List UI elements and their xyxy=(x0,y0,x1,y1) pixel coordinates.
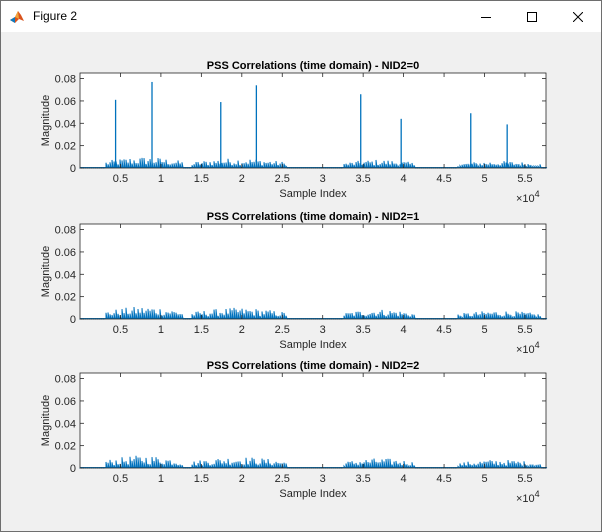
y-tick-label: 0.08 xyxy=(55,225,76,237)
x-tick-label: 5 xyxy=(481,173,487,185)
x-tick-label: 1.5 xyxy=(194,324,209,336)
x-tick-label: 5 xyxy=(481,324,487,336)
y-tick-label: 0.02 xyxy=(55,292,76,304)
subplots: 0.5 1 1.5 2 2.5 3 3.5 4 4.5 5 5.5 0 0.02 0.04 0.06 0.08… xyxy=(40,60,548,505)
x-tick-label: 3 xyxy=(320,324,326,336)
x-axis-label: Sample Index xyxy=(279,488,347,500)
x-tick-label: 4.5 xyxy=(436,473,451,485)
y-tick-label: 0.06 xyxy=(55,396,76,408)
x-tick-label: 2 xyxy=(239,324,245,336)
x-exponent-label: ×104 xyxy=(516,489,540,505)
x-tick-label: 3.5 xyxy=(356,173,371,185)
y-tick-label: 0.02 xyxy=(55,141,76,153)
x-tick-label: 0.5 xyxy=(113,173,128,185)
y-tick-label: 0.08 xyxy=(55,374,76,386)
x-tick-label: 1 xyxy=(158,473,164,485)
x-tick-label: 3 xyxy=(320,473,326,485)
matlab-icon xyxy=(10,11,24,23)
title-bar[interactable]: Figure 2 xyxy=(1,1,601,32)
y-tick-label: 0 xyxy=(70,314,76,326)
x-tick-label: 2.5 xyxy=(275,173,290,185)
x-tick-label: 4 xyxy=(401,173,407,185)
x-tick-label: 1.5 xyxy=(194,173,209,185)
chart-title: PSS Correlations (time domain) - NID2=1 xyxy=(207,211,419,223)
close-icon xyxy=(573,11,583,22)
subplot-3: 0.5 1 1.5 2 2.5 3 3.5 4 4.5 5 5.5 0 0.02 0.04 0.06 0.08… xyxy=(40,360,548,505)
plot-area xyxy=(80,224,546,319)
window-title: Figure 2 xyxy=(33,9,78,23)
y-tick-label: 0.08 xyxy=(55,74,76,86)
x-tick-label: 5.5 xyxy=(517,324,532,336)
x-tick-label: 1 xyxy=(158,173,164,185)
x-tick-label: 3 xyxy=(320,173,326,185)
x-tick-label: 3.5 xyxy=(356,473,371,485)
x-tick-label: 5 xyxy=(481,473,487,485)
y-tick-label: 0.06 xyxy=(55,96,76,108)
figure-canvas: 0.5 1 1.5 2 2.5 3 3.5 4 4.5 5 5.5 0 0.02 0.04 0.06 0.08… xyxy=(1,32,601,531)
axes-box xyxy=(79,223,547,320)
y-tick-label: 0.04 xyxy=(55,418,76,430)
y-tick-label: 0 xyxy=(70,463,76,475)
x-axis-label: Sample Index xyxy=(279,339,347,351)
x-tick-label: 5.5 xyxy=(517,173,532,185)
minimize-button[interactable] xyxy=(463,1,509,32)
x-exponent-power: 4 xyxy=(535,340,540,350)
y-tick-label: 0 xyxy=(70,163,76,175)
x-exponent-power: 4 xyxy=(535,489,540,499)
x-axis-label: Sample Index xyxy=(279,188,347,200)
x-tick-label: 2.5 xyxy=(275,473,290,485)
x-tick-label: 1 xyxy=(158,324,164,336)
x-tick-label: 1.5 xyxy=(194,473,209,485)
x-tick-label: 4 xyxy=(401,473,407,485)
y-axis-label: Magnitude xyxy=(40,395,52,446)
y-axis-label: Magnitude xyxy=(40,95,52,146)
x-tick-label: 4 xyxy=(401,324,407,336)
y-axis-label: Magnitude xyxy=(40,246,52,297)
x-tick-label: 0.5 xyxy=(113,324,128,336)
y-tick-label: 0.04 xyxy=(55,269,76,281)
x-exponent-label: ×104 xyxy=(516,340,540,356)
subplot-1: 0.5 1 1.5 2 2.5 3 3.5 4 4.5 5 5.5 0 0.02 0.04 0.06 0.08… xyxy=(40,60,548,205)
x-tick-label: 4.5 xyxy=(436,324,451,336)
x-tick-label: 2 xyxy=(239,173,245,185)
series-line xyxy=(79,455,548,469)
x-tick-label: 5.5 xyxy=(517,473,532,485)
x-tick-label: 2 xyxy=(239,473,245,485)
y-tick-label: 0.02 xyxy=(55,441,76,453)
maximize-button[interactable] xyxy=(509,1,555,32)
plot-area xyxy=(80,73,546,168)
series-line xyxy=(79,306,548,320)
axes-box xyxy=(79,372,547,469)
x-exponent-label: ×104 xyxy=(516,189,540,205)
subplot-2: 0.5 1 1.5 2 2.5 3 3.5 4 4.5 5 5.5 0 0.02 0.04 0.06 0.08… xyxy=(40,211,548,356)
series-line xyxy=(79,157,548,169)
y-tick-label: 0.04 xyxy=(55,118,76,130)
minimize-icon xyxy=(481,16,491,18)
close-button[interactable] xyxy=(555,1,601,32)
x-tick-label: 4.5 xyxy=(436,173,451,185)
x-tick-label: 3.5 xyxy=(356,324,371,336)
chart-title: PSS Correlations (time domain) - NID2=2 xyxy=(207,360,419,372)
axes-box xyxy=(79,72,547,169)
plot-area xyxy=(80,373,546,468)
x-tick-label: 2.5 xyxy=(275,324,290,336)
y-tick-label: 0.06 xyxy=(55,247,76,259)
maximize-icon xyxy=(527,11,537,22)
x-tick-label: 0.5 xyxy=(113,473,128,485)
x-exponent-power: 4 xyxy=(535,189,540,199)
chart-title: PSS Correlations (time domain) - NID2=0 xyxy=(207,60,419,72)
